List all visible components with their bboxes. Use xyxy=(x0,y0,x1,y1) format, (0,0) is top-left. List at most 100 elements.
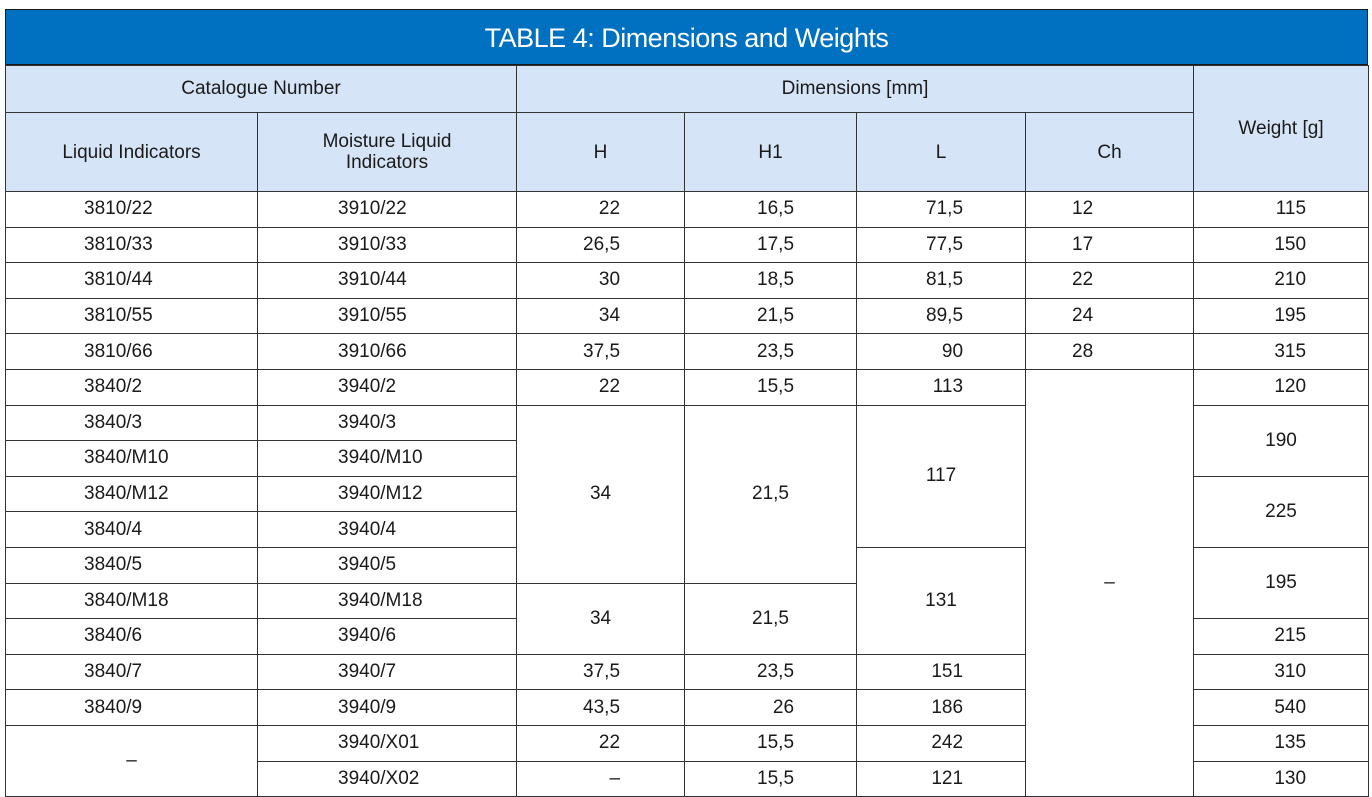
cell-liquid: 3840/M10 xyxy=(5,440,258,477)
cell-moisture: 3910/66 xyxy=(256,333,518,370)
cell-h: 22 xyxy=(516,724,686,762)
table-row: 3840/4 3940/4 xyxy=(5,511,1369,548)
cell-h1-merged: 21,5 xyxy=(684,582,858,655)
cell-liquid: 3840/M18 xyxy=(5,582,258,620)
cell-liquid: 3840/7 xyxy=(5,653,258,691)
cell-liquid: 3810/44 xyxy=(5,262,258,299)
cell-h: 22 xyxy=(516,368,686,406)
cell-weight-merged: 190 xyxy=(1193,404,1370,477)
cell-h: 37,5 xyxy=(516,653,686,691)
header-h1: H1 xyxy=(684,112,858,192)
cell-weight-merged: 195 xyxy=(1193,546,1370,620)
cell-liquid: 3840/3 xyxy=(5,404,258,442)
cell-l: 186 xyxy=(856,689,1027,726)
table-row: 3840/3 3940/3 34 21,5 117 190 xyxy=(5,404,1370,584)
table-row: 3810/44 3910/44 30 18,5 81,5 22 210 xyxy=(5,262,1370,299)
cell-h1-merged: 21,5 xyxy=(684,404,858,584)
cell-h1: 15,5 xyxy=(684,724,858,762)
cell-liquid: 3840/4 xyxy=(5,511,258,548)
cell-l: 113 xyxy=(856,368,1027,406)
cell-ch: 28 xyxy=(1025,333,1195,370)
cell-h: 22 xyxy=(516,191,686,228)
cell-h1: 23,5 xyxy=(684,333,858,370)
cell-weight: 135 xyxy=(1193,724,1370,762)
cell-moisture: 3940/5 xyxy=(256,546,518,584)
cell-h1: 15,5 xyxy=(684,368,858,406)
cell-weight: 120 xyxy=(1193,368,1370,406)
cell-h1: 18,5 xyxy=(684,262,858,299)
header-dimensions: Dimensions [mm] xyxy=(516,65,1195,113)
cell-liquid: 3840/2 xyxy=(5,368,258,406)
table-row: 3840/2 3940/2 22 15,5 113 – 120 xyxy=(5,368,1370,797)
cell-liquid: 3840/5 xyxy=(5,546,258,584)
cell-liquid: 3810/55 xyxy=(5,297,258,335)
cell-moisture: 3940/X02 xyxy=(256,760,518,797)
table-row: 3810/55 3910/55 34 21,5 89,5 24 195 xyxy=(5,297,1370,335)
cell-ch-merged: – xyxy=(1025,368,1195,797)
cell-h-merged: 34 xyxy=(516,404,686,584)
cell-l: 151 xyxy=(856,653,1027,691)
cell-l-merged: 131 xyxy=(856,546,1027,655)
cell-h: 26,5 xyxy=(516,226,686,264)
cell-weight: 150 xyxy=(1193,226,1370,264)
cell-h: 43,5 xyxy=(516,689,686,726)
cell-weight: 310 xyxy=(1193,653,1370,691)
cell-l: 77,5 xyxy=(856,226,1027,264)
header-weight: Weight [g] xyxy=(1193,65,1370,192)
cell-moisture: 3940/6 xyxy=(256,618,518,655)
cell-weight: 215 xyxy=(1193,618,1370,655)
table-row: 3940/X02 – 15,5 121 130 xyxy=(6,760,1370,797)
table-row: 3840/M18 3940/M18 34 21,5 xyxy=(5,582,1369,655)
header-l: L xyxy=(856,112,1027,192)
table-title: TABLE 4: Dimensions and Weights xyxy=(5,9,1368,65)
cell-ch: 17 xyxy=(1025,226,1195,264)
cell-moisture: 3910/22 xyxy=(256,191,518,228)
cell-moisture: 3940/M18 xyxy=(256,582,518,620)
cell-l: 81,5 xyxy=(856,262,1027,299)
cell-h1: 17,5 xyxy=(684,226,858,264)
cell-moisture: 3940/9 xyxy=(256,689,518,726)
header-h: H xyxy=(516,112,686,192)
cell-ch: 22 xyxy=(1025,262,1195,299)
cell-weight: 195 xyxy=(1193,297,1370,335)
cell-liquid: 3810/66 xyxy=(5,333,258,370)
cell-moisture: 3910/44 xyxy=(256,262,518,299)
cell-moisture: 3940/2 xyxy=(256,368,518,406)
cell-liquid-merged: – xyxy=(5,724,258,797)
cell-weight-merged: 225 xyxy=(1193,475,1370,548)
table-row: 3840/7 3940/7 37,5 23,5 151 310 xyxy=(5,653,1370,691)
header-ch: Ch xyxy=(1025,112,1195,192)
cell-weight: 210 xyxy=(1193,262,1370,299)
cell-l: 121 xyxy=(856,760,1027,797)
table-row: 3840/M10 3940/M10 xyxy=(5,440,1369,477)
cell-h: 37,5 xyxy=(516,333,686,370)
cell-ch: 24 xyxy=(1025,297,1195,335)
cell-moisture: 3940/X01 xyxy=(256,724,518,762)
cell-l: 89,5 xyxy=(856,297,1027,335)
cell-liquid: 3840/9 xyxy=(5,689,258,726)
cell-moisture: 3940/M10 xyxy=(256,440,518,477)
cell-liquid: 3840/M12 xyxy=(5,475,258,513)
cell-moisture: 3910/55 xyxy=(256,297,518,335)
header-liquid-indicators: Liquid Indicators xyxy=(5,112,258,192)
cell-weight: 540 xyxy=(1193,689,1370,726)
cell-l: 71,5 xyxy=(856,191,1027,228)
header-moisture-liquid-indicators: Moisture Liquid Indicators xyxy=(256,112,518,192)
table-row: – 3940/X01 22 15,5 242 135 xyxy=(5,724,1370,797)
cell-moisture: 3910/33 xyxy=(256,226,518,264)
header-catalogue-number: Catalogue Number xyxy=(4,65,518,113)
cell-l-merged: 117 xyxy=(856,404,1027,548)
cell-h1: 15,5 xyxy=(684,760,858,797)
cell-h: 34 xyxy=(516,297,686,335)
cell-moisture: 3940/7 xyxy=(256,653,518,691)
cell-moisture: 3940/4 xyxy=(256,511,518,548)
cell-weight: 130 xyxy=(1193,760,1370,797)
cell-h: 30 xyxy=(516,262,686,299)
cell-h1: 23,5 xyxy=(684,653,858,691)
cell-h1: 21,5 xyxy=(684,297,858,335)
table-row: 3840/6 3940/6 215 xyxy=(5,618,1370,655)
cell-l: 242 xyxy=(856,724,1027,762)
cell-liquid: 3840/6 xyxy=(5,618,258,655)
table-row: 3810/22 3910/22 22 16,5 71,5 12 115 xyxy=(5,191,1370,228)
cell-liquid: 3810/22 xyxy=(5,191,258,228)
